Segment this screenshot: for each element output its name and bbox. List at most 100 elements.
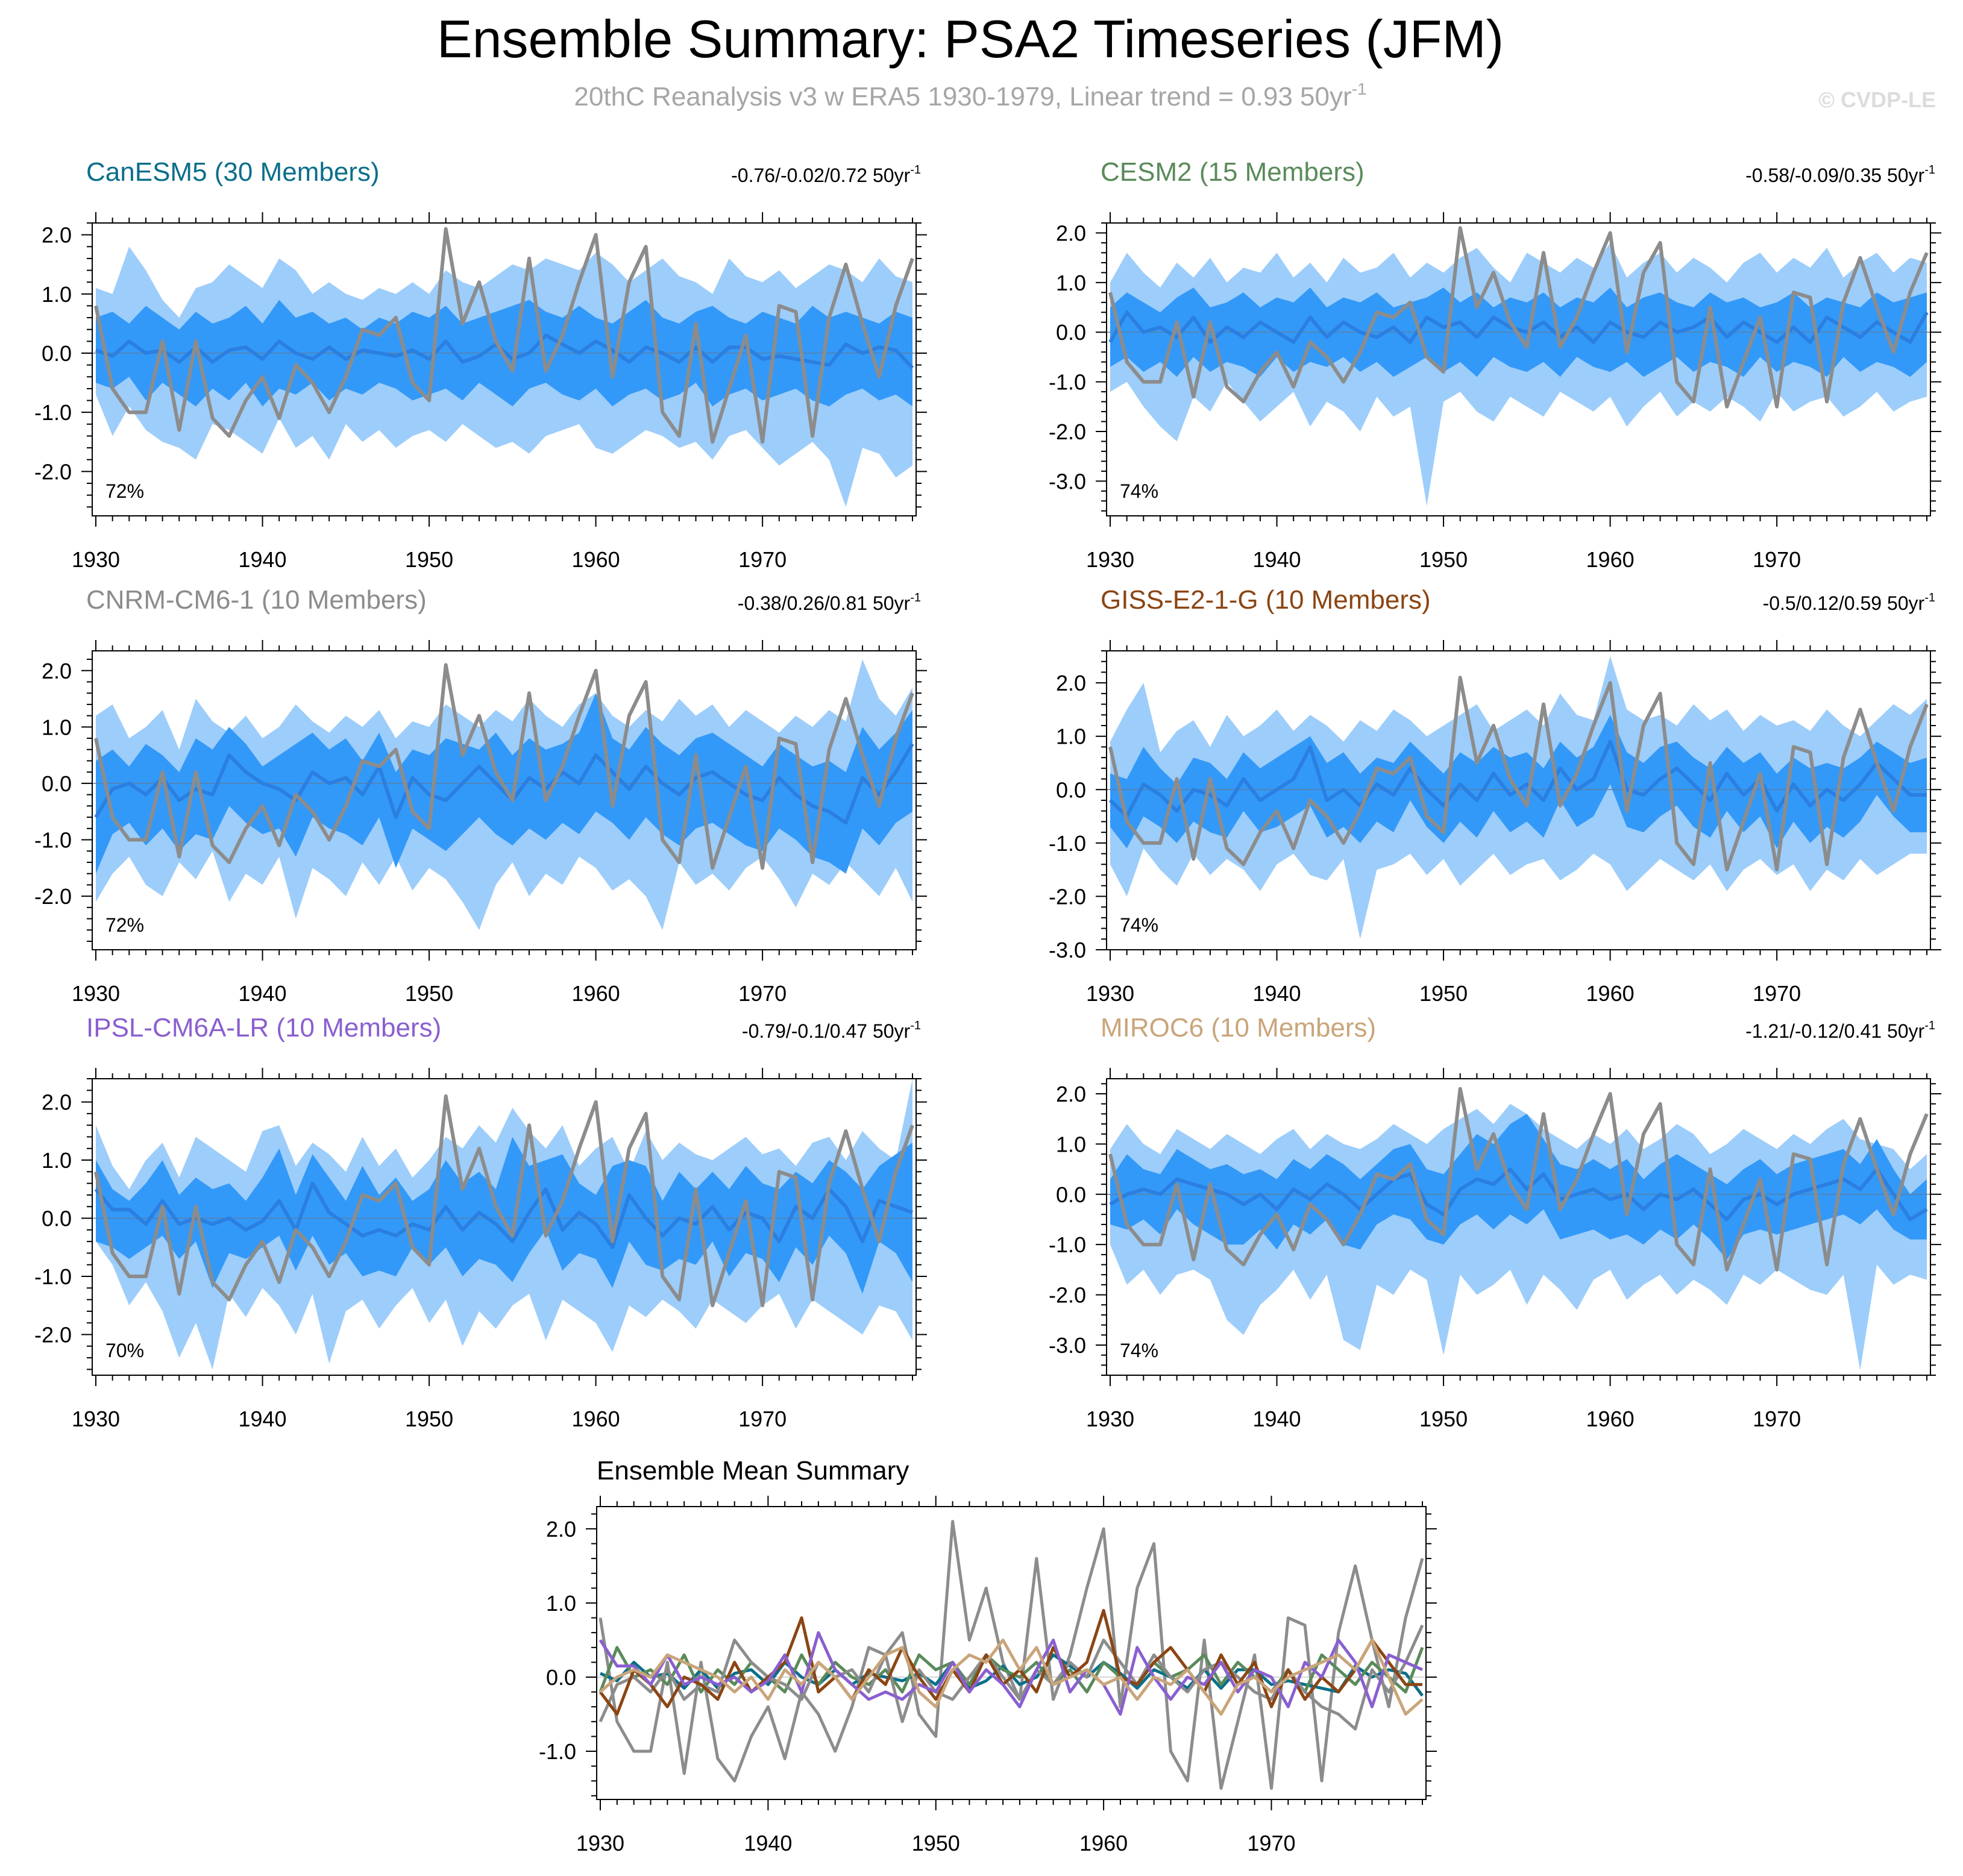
x-tick-label: 1960 <box>572 1407 620 1431</box>
x-tick-label: 1960 <box>572 547 620 572</box>
y-tick-label: 0.0 <box>1056 777 1086 802</box>
trend-superscript: -1 <box>1924 1019 1935 1032</box>
ensemble-mean-line <box>95 333 914 369</box>
x-tick-label: 1930 <box>72 1407 120 1431</box>
trend-text: -1.21/-0.12/0.41 50yr <box>1745 1020 1924 1042</box>
chart-panel-1: CanESM5 (30 Members) -0.76/-0.02/0.72 50y… <box>34 157 927 572</box>
figure-title: Ensemble Summary: PSA2 Timeseries (JFM) <box>437 9 1504 69</box>
percent-label: 74% <box>1120 914 1158 936</box>
x-tick-label: 1950 <box>405 981 453 1006</box>
y-tick-label: 0.0 <box>1056 1182 1086 1207</box>
plot-frame <box>92 1078 917 1376</box>
plot-area <box>597 1520 1426 1790</box>
plot-frame <box>92 222 917 516</box>
observations-line <box>1108 226 1929 409</box>
trend-label: -0.58/-0.09/0.35 50yr-1 <box>1745 163 1935 186</box>
observations-line <box>94 663 914 870</box>
y-tick-label: -2.0 <box>34 884 72 909</box>
x-tick-label: 1940 <box>238 1407 286 1431</box>
y-tick-label: 1.0 <box>1056 1132 1086 1156</box>
x-tick-label: 1930 <box>1086 981 1134 1006</box>
y-tick-label: -3.0 <box>1049 469 1086 494</box>
trend-text: -0.79/-0.1/0.47 50yr <box>742 1020 911 1042</box>
observations-line <box>1108 1087 1929 1272</box>
chart-panel-6: MIROC6 (10 Members) -1.21/-0.12/0.41 50yr… <box>1049 1013 1941 1431</box>
y-tick-label: 0.0 <box>546 1665 576 1690</box>
inner-band <box>1110 1114 1927 1260</box>
x-tick-label: 1930 <box>576 1831 624 1856</box>
percent-label: 72% <box>105 914 144 936</box>
x-tick-label: 1970 <box>1753 547 1801 572</box>
trend-label: -0.38/0.26/0.81 50yr-1 <box>738 591 921 614</box>
x-tick-label: 1930 <box>72 547 120 572</box>
x-tick-label: 1960 <box>572 981 620 1006</box>
y-tick-label: 2.0 <box>42 659 72 683</box>
trend-label: -0.79/-0.1/0.47 50yr-1 <box>742 1019 921 1042</box>
trend-superscript: -1 <box>910 1019 921 1032</box>
x-tick-label: 1950 <box>1419 547 1468 572</box>
plot-area <box>1107 1087 1930 1370</box>
chart-title: Ensemble Mean Summary <box>597 1456 909 1485</box>
y-tick-label: -1.0 <box>539 1739 576 1764</box>
x-tick-label: 1950 <box>912 1831 960 1856</box>
x-tick-label: 1950 <box>1419 981 1468 1006</box>
outer-band <box>1110 242 1927 506</box>
x-tick-label: 1960 <box>1586 981 1635 1006</box>
percent-label: 70% <box>105 1340 144 1361</box>
trend-label: -1.21/-0.12/0.41 50yr-1 <box>1745 1019 1935 1042</box>
inner-band <box>1110 715 1927 849</box>
x-tick-label: 1960 <box>1079 1831 1128 1856</box>
watermark: © CVDP-LE <box>1818 87 1936 112</box>
x-tick-label: 1930 <box>1086 1407 1134 1431</box>
chart-panel-4: GISS-E2-1-G (10 Members) -0.5/0.12/0.59 5… <box>1049 585 1941 1006</box>
chart-panel-7: Ensemble Mean Summary 1930 1940 1950 1960 197… <box>539 1456 1437 1856</box>
observations-line <box>1108 676 1929 872</box>
x-tick-label: 1970 <box>1753 1407 1801 1431</box>
ensemble-mean-line <box>1108 310 1929 344</box>
x-tick-label: 1940 <box>1252 1407 1301 1431</box>
ensemble-mean-line <box>94 742 914 825</box>
trend-superscript: -1 <box>1924 163 1935 177</box>
x-tick-label: 1970 <box>738 547 787 572</box>
y-tick-label: -2.0 <box>1049 884 1086 909</box>
ensemble-mean-line <box>94 1181 913 1249</box>
y-tick-label: 1.0 <box>546 1591 576 1616</box>
series-line-ipsl-cm6a-lr <box>598 1631 1424 1716</box>
plot-area <box>1107 226 1930 506</box>
y-tick-label: 1.0 <box>1056 271 1086 295</box>
x-tick-label: 1970 <box>1247 1831 1295 1856</box>
x-tick-label: 1930 <box>72 981 120 1006</box>
chart-title: CNRM-CM6-1 (10 Members) <box>86 585 427 615</box>
y-tick-label: -1.0 <box>1049 831 1086 856</box>
y-tick-label: 0.0 <box>42 341 72 366</box>
series-line-miroc6 <box>599 1639 1424 1716</box>
y-tick-label: -1.0 <box>34 1264 72 1289</box>
x-tick-label: 1940 <box>238 547 286 572</box>
trend-superscript: -1 <box>910 163 921 177</box>
x-tick-label: 1950 <box>1419 1407 1468 1431</box>
y-tick-label: 2.0 <box>1056 671 1086 695</box>
y-tick-label: 1.0 <box>42 715 72 739</box>
chart-title: CESM2 (15 Members) <box>1101 157 1365 187</box>
plot-area <box>92 227 916 507</box>
plot-frame <box>1106 222 1931 516</box>
y-tick-label: 2.0 <box>546 1517 576 1542</box>
inner-band <box>96 1137 912 1294</box>
y-tick-label: 2.0 <box>42 1090 72 1115</box>
chart-panel-5: IPSL-CM6A-LR (10 Members) -0.79/-0.1/0.47… <box>34 1013 927 1431</box>
chart-title: CanESM5 (30 Members) <box>86 157 380 187</box>
chart-panel-3: CNRM-CM6-1 (10 Members) -0.38/0.26/0.81 5… <box>34 585 927 1006</box>
x-tick-label: 1970 <box>738 1407 787 1431</box>
y-tick-label: -2.0 <box>1049 419 1086 444</box>
y-tick-label: -1.0 <box>1049 1232 1086 1257</box>
x-tick-label: 1950 <box>405 547 453 572</box>
percent-label: 74% <box>1120 1340 1158 1361</box>
plot-frame <box>596 1506 1427 1800</box>
trend-label: -0.76/-0.02/0.72 50yr-1 <box>731 163 921 186</box>
x-tick-label: 1940 <box>1252 981 1301 1006</box>
y-tick-label: -1.0 <box>34 828 72 853</box>
trend-text: -0.58/-0.09/0.35 50yr <box>1745 165 1924 186</box>
chart-title: GISS-E2-1-G (10 Members) <box>1101 585 1431 615</box>
x-tick-label: 1960 <box>1586 1407 1635 1431</box>
plot-area <box>1107 656 1930 940</box>
